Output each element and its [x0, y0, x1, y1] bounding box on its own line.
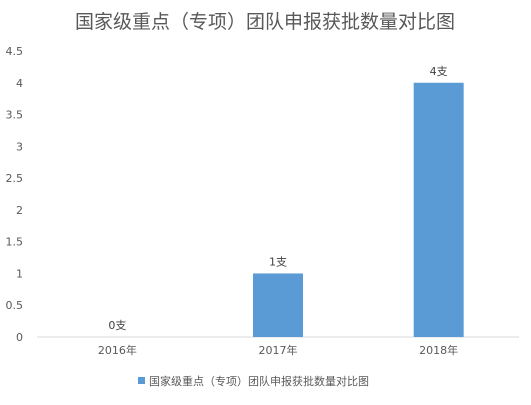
y-tick-label: 4.5	[6, 45, 24, 58]
chart-title: 国家级重点（专项）团队申报获批数量对比图	[75, 11, 455, 33]
y-tick-label: 1.5	[6, 236, 24, 249]
x-tick-label: 2017年	[259, 343, 298, 357]
y-tick-label: 2.5	[6, 172, 24, 185]
y-tick-label: 3.5	[6, 109, 24, 122]
y-tick-label: 0.5	[6, 299, 24, 312]
bar	[413, 82, 464, 338]
y-tick-label: 3	[16, 140, 23, 153]
y-tick-label: 0	[16, 331, 23, 344]
x-tick-label: 2018年	[419, 343, 458, 357]
y-tick-label: 2	[16, 204, 23, 217]
x-tick-label: 2016年	[98, 343, 137, 357]
legend-swatch	[138, 377, 145, 384]
bar	[253, 273, 303, 337]
y-tick-label: 4	[16, 77, 23, 90]
bar-data-label: 0支	[108, 319, 126, 332]
y-tick-label: 1	[16, 267, 23, 280]
bar-data-label: 1支	[269, 255, 287, 268]
legend-label: 国家级重点（专项）团队申报获批数量对比图	[149, 374, 369, 388]
bar-data-label: 4支	[430, 65, 448, 78]
